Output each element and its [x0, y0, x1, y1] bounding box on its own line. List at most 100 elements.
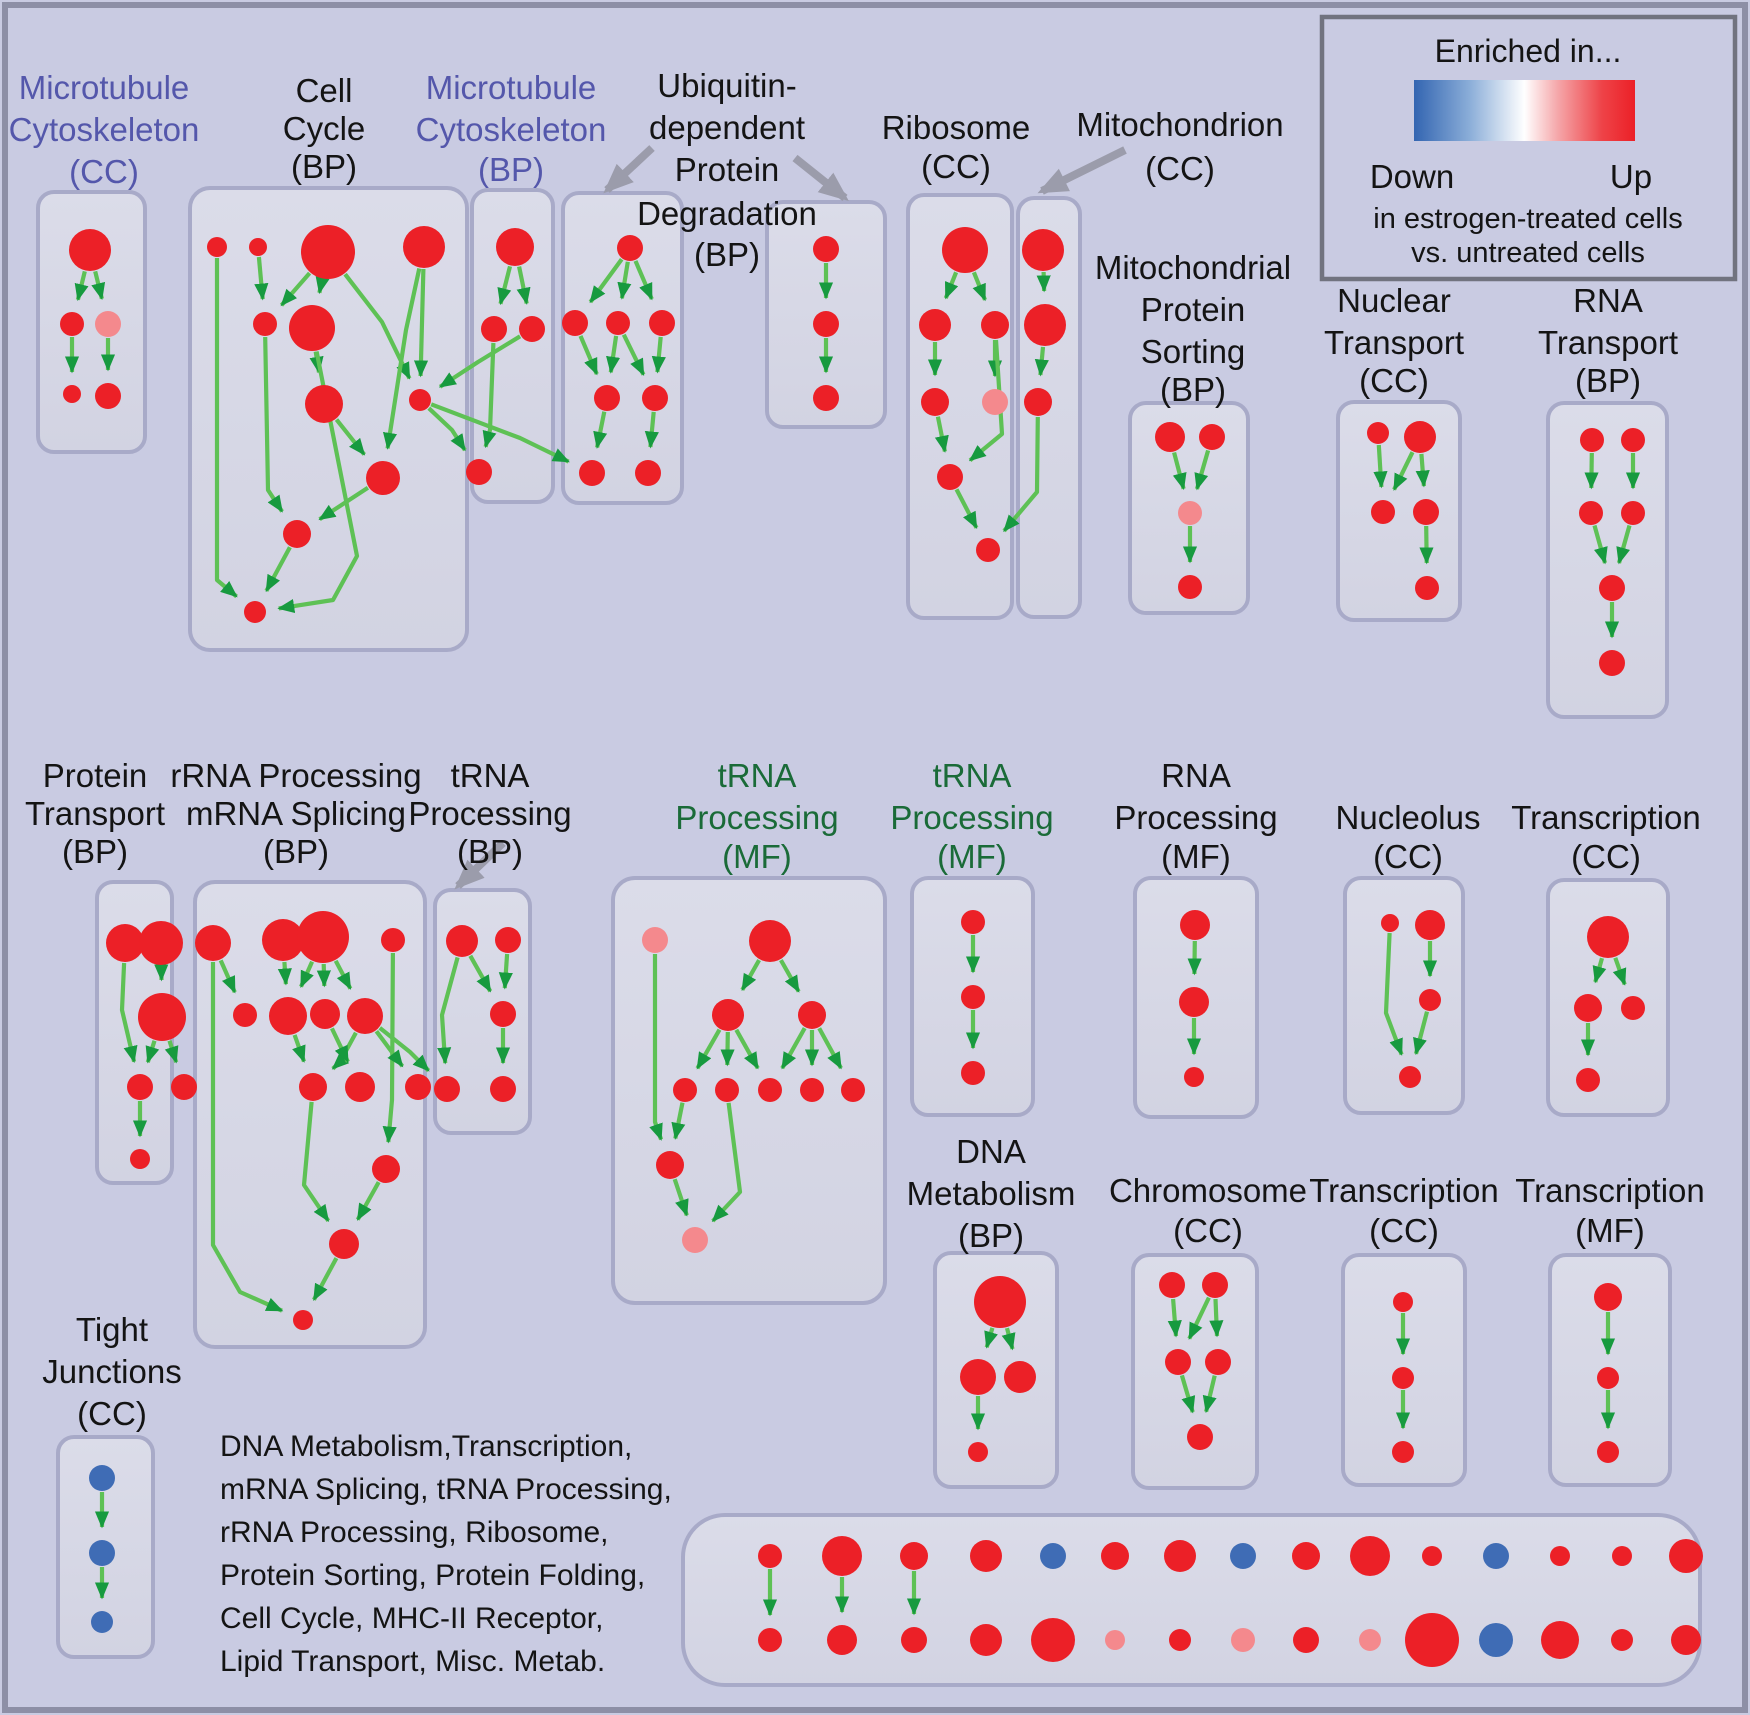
edge-rr3-rr6 [299, 960, 315, 988]
node-nt1 [1367, 422, 1389, 444]
node-T2 [1574, 994, 1602, 1022]
node-nt4 [1413, 499, 1439, 525]
edge-cc4-cc8 [413, 268, 429, 378]
node-r7 [976, 538, 1000, 562]
node-pt5 [130, 1149, 150, 1169]
ubiquitin-dependent-protein-degradation-bp-a-label-line-1: Ubiquitin- [657, 67, 796, 104]
edge-r1-r2 [943, 271, 959, 300]
node-B6 [1105, 1630, 1125, 1650]
node-T1 [1587, 916, 1629, 958]
edge-u5-u7 [593, 411, 608, 449]
node-o4 [1399, 1066, 1421, 1088]
edge-r6-r7 [954, 488, 979, 530]
edge-t2-t3 [740, 959, 761, 992]
node-rt1 [1580, 428, 1604, 452]
node-A15 [1669, 1539, 1703, 1573]
dna-metabolism-bp-label-line-3: (BP) [958, 1217, 1024, 1254]
node-s2 [961, 985, 985, 1009]
node-A5 [1040, 1543, 1066, 1569]
mitochondrial-protein-sorting-bp-label-line-3: Sorting [1141, 333, 1246, 370]
edge-rrA-rrB [355, 1181, 381, 1221]
node-A2 [822, 1536, 862, 1576]
edge-tb2-tb3 [498, 953, 513, 990]
node-A7 [1164, 1540, 1196, 1572]
node-m3 [1024, 388, 1052, 416]
trna-processing-mf-1-label-line-3: (MF) [722, 838, 792, 875]
node-j2 [89, 1540, 115, 1566]
node-pt1 [106, 924, 144, 962]
microtubule-cytoskeleton-cc-box [36, 190, 147, 454]
node-mb2 [481, 316, 507, 342]
node-rt6 [1599, 650, 1625, 676]
node-B12 [1479, 1623, 1513, 1657]
ubiquitin-dependent-protein-degradation-bp-a-label-line-3: Protein [675, 151, 780, 188]
rna-transport-bp-label-line-3: (BP) [1575, 362, 1641, 399]
node-j3 [91, 1611, 113, 1633]
edge-rr1-rr5 [218, 959, 237, 994]
edge-rr6-rr9 [292, 1034, 306, 1063]
legend-subtitle-line-2: vs. untreated cells [1411, 237, 1645, 269]
chromosome-cc-label-line-1: Chromosome [1109, 1172, 1307, 1209]
node-rr11 [405, 1074, 431, 1100]
edge-u3-u6 [621, 333, 646, 376]
edge-o1-o4 [1383, 932, 1404, 1056]
edge-t3-t5 [695, 1028, 722, 1070]
legend-box [1319, 14, 1738, 282]
node-d3 [1004, 1361, 1036, 1393]
node-A4 [970, 1540, 1002, 1572]
nuclear-transport-cc-label-line-1: Nuclear [1337, 282, 1451, 319]
dna-metabolism-bp-box [933, 1251, 1059, 1489]
node-a [69, 229, 111, 271]
node-x1 [1393, 1292, 1413, 1312]
edge-h4-h5 [1202, 1375, 1217, 1414]
edge-mb1-mb3 [516, 266, 531, 305]
node-rr2 [262, 919, 304, 961]
node-pt2 [139, 921, 183, 965]
node-mp2 [1199, 424, 1225, 450]
node-v1 [813, 236, 839, 262]
node-u1 [617, 235, 643, 261]
node-B5 [1031, 1618, 1075, 1662]
node-h5 [1187, 1424, 1213, 1450]
node-tb5 [490, 1076, 516, 1102]
node-B3 [901, 1627, 927, 1653]
node-s3 [961, 1061, 985, 1085]
node-cc3 [301, 225, 355, 279]
rna-processing-mf-label-line-1: RNA [1161, 757, 1231, 794]
note-line-2: mRNA Splicing, tRNA Processing, [220, 1473, 672, 1506]
node-cc4 [403, 226, 445, 268]
edge-nt4-nt5 [1419, 525, 1434, 565]
node-s1 [961, 910, 985, 934]
note-line-1: DNA Metabolism,Transcription, [220, 1430, 632, 1463]
node-u3 [606, 311, 630, 335]
node-B14 [1611, 1629, 1633, 1651]
node-rr1 [195, 925, 231, 961]
legend-gradient-bar [1414, 80, 1635, 141]
node-v2 [813, 311, 839, 337]
protein-transport-bp-label-line-1: Protein [43, 757, 148, 794]
rrna-processing-mrna-splicing-bp-label-line-1: rRNA Processing [170, 757, 421, 794]
node-r4 [921, 388, 949, 416]
edge-mp2-mp3 [1194, 449, 1211, 491]
node-c [95, 311, 121, 337]
chromosome-cc-box [1131, 1253, 1259, 1490]
edge-rr2-rr6 [277, 961, 292, 986]
rna-processing-mf-label-line-2: Processing [1114, 799, 1277, 836]
node-mb1 [496, 228, 534, 266]
nucleolus-cc-label-line-1: Nucleolus [1336, 799, 1481, 836]
node-t9 [841, 1078, 865, 1102]
edge-h2-h4 [1209, 1298, 1224, 1338]
transcription-mf-label-line-2: (MF) [1575, 1212, 1645, 1249]
node-r5 [982, 389, 1008, 415]
edge-rr7-rr10 [330, 1027, 350, 1064]
edge-u6-u8 [644, 411, 659, 449]
nuclear-transport-cc-label-line-3: (CC) [1359, 362, 1429, 399]
node-cc6 [289, 305, 335, 351]
transcription-cc-1-box [1546, 878, 1670, 1117]
note-line-4: Protein Sorting, Protein Folding, [220, 1559, 645, 1592]
edge-mb1-mb2 [497, 265, 513, 306]
edge-d1-d3 [1001, 1327, 1016, 1351]
mitochondrial-protein-sorting-bp-label-line-2: Protein [1141, 291, 1246, 328]
node-T3 [1621, 996, 1645, 1020]
edge-cc4-cc9 [382, 268, 422, 450]
